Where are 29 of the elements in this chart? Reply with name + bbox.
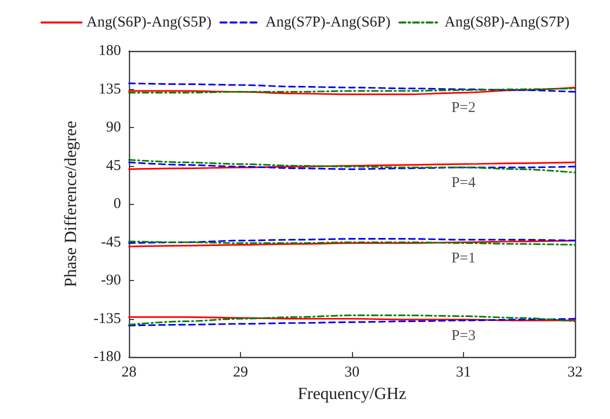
line-series: [128, 86, 576, 96]
line-series: [128, 159, 576, 174]
x-tick-label: 32: [568, 364, 582, 380]
annotation: P=1: [451, 250, 476, 267]
annotation: P=4: [451, 174, 476, 191]
y-tick-label: -45: [101, 234, 121, 250]
y-tick-label: 180: [98, 43, 121, 59]
x-tick-label: 31: [456, 364, 471, 380]
y-tick-label: -180: [94, 349, 121, 365]
y-tick-label: -90: [101, 272, 121, 288]
y-tick-label: 0: [114, 196, 121, 212]
line-series: [128, 318, 576, 326]
x-tick-label: 29: [233, 364, 248, 380]
y-axis-title: Phase Difference/degree: [61, 120, 80, 288]
y-tick-label: 45: [106, 158, 121, 174]
x-tick-label: 28: [122, 364, 136, 380]
y-tick-label: 90: [106, 120, 121, 136]
legend-label: Ang(S7P)-Ang(S6P): [265, 14, 391, 30]
annotation: P=3: [451, 328, 476, 344]
y-tick-label: 135: [98, 81, 121, 98]
line-series: [128, 314, 576, 326]
line-series: [128, 82, 576, 93]
line-series: [128, 162, 576, 170]
x-tick-label: 30: [344, 364, 360, 380]
x-axis-title: Frequency/GHz: [298, 384, 407, 403]
y-tick-label: -135: [94, 310, 121, 327]
legend-label: Ang(S6P)-Ang(S5P): [86, 14, 212, 30]
annotation: P=2: [451, 100, 476, 116]
legend-label: Ang(S8P)-Ang(S7P): [444, 14, 570, 30]
